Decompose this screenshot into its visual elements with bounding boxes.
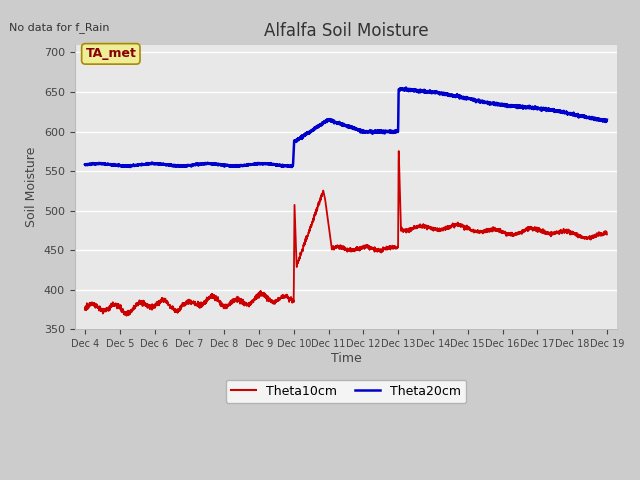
Text: No data for f_Rain: No data for f_Rain [10, 22, 110, 33]
Legend: Theta10cm, Theta20cm: Theta10cm, Theta20cm [225, 380, 467, 403]
Y-axis label: Soil Moisture: Soil Moisture [25, 147, 38, 227]
Text: TA_met: TA_met [85, 48, 136, 60]
Title: Alfalfa Soil Moisture: Alfalfa Soil Moisture [264, 22, 428, 40]
X-axis label: Time: Time [331, 352, 362, 365]
